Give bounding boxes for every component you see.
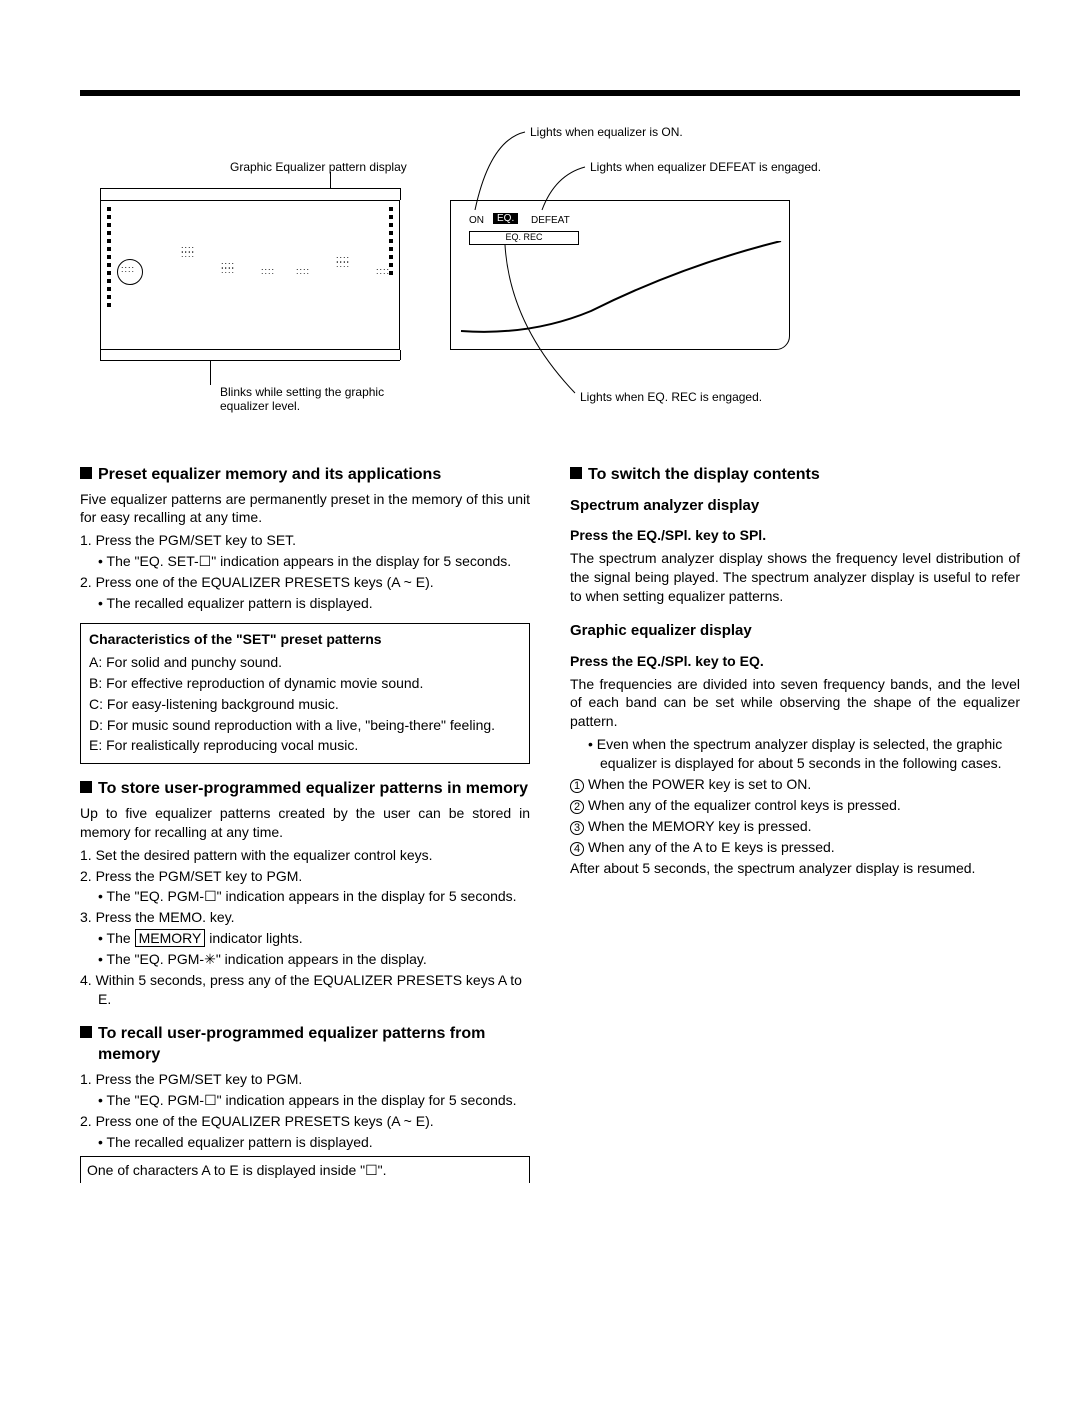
store-b1: The "EQ. PGM-☐" indication appears in th… — [80, 887, 530, 906]
store-b3: The "EQ. PGM-✳" indication appears in th… — [80, 950, 530, 969]
eq-badge: EQ. — [493, 213, 518, 224]
leader-defeat — [540, 165, 590, 215]
case-4: 4When any of the A to E keys is pressed. — [570, 838, 1020, 857]
eq-bars-left — [107, 207, 111, 307]
char-a: A: For solid and punchy sound. — [89, 653, 521, 672]
top-rule — [80, 90, 1020, 96]
defeat-indicator: DEFEAT — [531, 215, 570, 226]
char-d: D: For music sound reproduction with a l… — [89, 716, 521, 735]
char-c: C: For easy-listening background music. — [89, 695, 521, 714]
sec-preset-memory: Preset equalizer memory and its applicat… — [80, 464, 530, 486]
label-pattern-display: Graphic Equalizer pattern display — [230, 160, 407, 174]
case-2: 2When any of the equalizer control keys … — [570, 796, 1020, 815]
sub-graphic: Graphic equalizer display — [570, 621, 1020, 641]
case-3: 3When the MEMORY key is pressed. — [570, 817, 1020, 836]
recall-note: One of characters A to E is displayed in… — [80, 1156, 530, 1184]
label-blinks: Blinks while setting the graphic equaliz… — [220, 385, 430, 413]
sec-store: To store user-programmed equalizer patte… — [80, 778, 530, 800]
char-b: B: For effective reproduction of dynamic… — [89, 674, 521, 693]
characteristics-box: Characteristics of the "SET" preset patt… — [80, 623, 530, 764]
preset-intro: Five equalizer patterns are permanently … — [80, 490, 530, 528]
preset-step1: 1. Press the PGM/SET key to SET. — [80, 531, 530, 550]
label-eqrec: Lights when EQ. REC is engaged. — [580, 390, 762, 404]
spectrum-para: The spectrum analyzer display shows the … — [570, 549, 1020, 606]
sec-switch-display: To switch the display contents — [570, 464, 1020, 486]
recall-b2: The recalled equalizer pattern is displa… — [80, 1133, 530, 1152]
leader-eqrec — [500, 245, 580, 395]
eq-dots-3: :::: — [261, 269, 275, 274]
equalizer-display-box: :::::::: :::::::: :::: :::: :::::::: :::… — [100, 200, 400, 350]
eq-dots-6: :::: — [376, 269, 390, 274]
label-defeat: Lights when equalizer DEFEAT is engaged. — [590, 160, 821, 174]
eq-dots-5: :::::::: — [336, 257, 350, 267]
char-e: E: For realistically reproducing vocal m… — [89, 736, 521, 755]
memory-indicator: MEMORY — [135, 929, 206, 947]
preset-step1-note: The "EQ. SET-☐" indication appears in th… — [80, 552, 530, 571]
store-b2: The MEMORY indicator lights. — [80, 929, 530, 948]
preset-step2-note: The recalled equalizer pattern is displa… — [80, 594, 530, 613]
store-s2: 2. Press the PGM/SET key to PGM. — [80, 867, 530, 886]
graphic-b1: Even when the spectrum analyzer display … — [570, 735, 1020, 773]
eq-bars-right — [389, 207, 393, 275]
right-column: To switch the display contents Spectrum … — [570, 450, 1020, 1183]
store-s4: 4. Within 5 seconds, press any of the EQ… — [80, 971, 530, 1009]
recall-s2: 2. Press one of the EQUALIZER PRESETS ke… — [80, 1112, 530, 1131]
characteristics-head: Characteristics of the "SET" preset patt… — [89, 630, 521, 649]
recall-b1: The "EQ. PGM-☐" indication appears in th… — [80, 1091, 530, 1110]
recall-s1: 1. Press the PGM/SET key to PGM. — [80, 1070, 530, 1089]
graphic-para: The frequencies are divided into seven f… — [570, 675, 1020, 732]
knob-icon: :::: — [117, 259, 143, 285]
on-indicator: ON — [469, 215, 484, 226]
eq-dots-2: :::::::: — [221, 263, 235, 273]
left-column: Preset equalizer memory and its applicat… — [80, 450, 530, 1183]
after-para: After about 5 seconds, the spectrum anal… — [570, 859, 1020, 878]
store-s3: 3. Press the MEMO. key. — [80, 908, 530, 927]
leader-on — [470, 130, 530, 210]
sub-spectrum-press: Press the EQ./SPl. key to SPl. — [570, 526, 1020, 545]
sub-spectrum: Spectrum analyzer display — [570, 496, 1020, 516]
diagram: Graphic Equalizer pattern display Lights… — [80, 110, 1020, 430]
store-intro: Up to five equalizer patterns created by… — [80, 804, 530, 842]
sub-graphic-press: Press the EQ./SPl. key to EQ. — [570, 652, 1020, 671]
sec-recall: To recall user-programmed equalizer patt… — [80, 1023, 530, 1066]
store-s1: 1. Set the desired pattern with the equa… — [80, 846, 530, 865]
case-1: 1When the POWER key is set to ON. — [570, 775, 1020, 794]
eq-dots-4: :::: — [296, 269, 310, 274]
content-columns: Preset equalizer memory and its applicat… — [80, 450, 1020, 1183]
label-eq-on: Lights when equalizer is ON. — [530, 125, 683, 139]
preset-step2: 2. Press one of the EQUALIZER PRESETS ke… — [80, 573, 530, 592]
eq-dots-1: :::::::: — [181, 247, 195, 257]
